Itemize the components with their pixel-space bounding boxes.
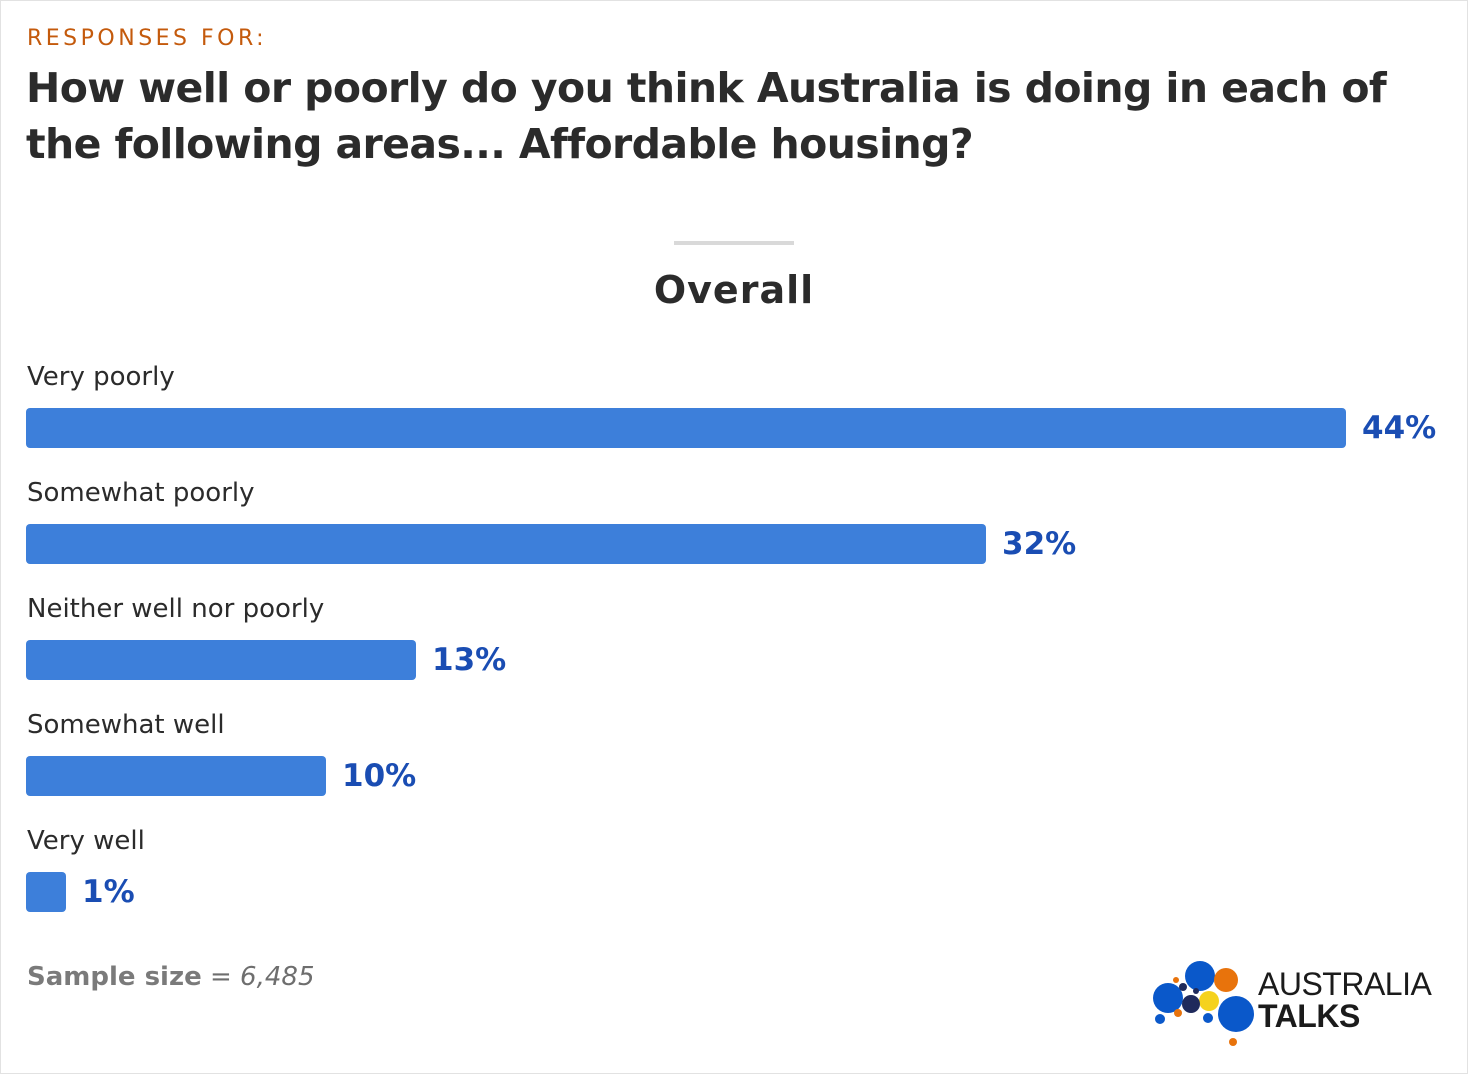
logo-dot [1218, 996, 1254, 1032]
logo-dot [1174, 1009, 1182, 1017]
logo-dot [1179, 983, 1187, 991]
bar-row: Very poorly 44% [26, 360, 1446, 476]
bar-row: Very well 1% [26, 824, 1446, 940]
bar [26, 408, 1346, 448]
logo-dot [1214, 968, 1238, 992]
logo-line2: TALKS [1258, 998, 1360, 1034]
logo-dots-icon [1153, 961, 1254, 1046]
value-label: 10% [342, 758, 417, 794]
bar [26, 524, 986, 564]
logo-dot [1229, 1038, 1237, 1046]
logo-dot [1155, 1014, 1165, 1024]
logo-line1: AUSTRALIA [1258, 966, 1432, 1002]
category-label: Somewhat poorly [27, 478, 255, 508]
bar-row: Neither well nor poorly 13% [26, 592, 1446, 708]
logo-dot [1173, 977, 1179, 983]
category-label: Somewhat well [27, 710, 225, 740]
category-label: Neither well nor poorly [27, 594, 325, 624]
category-label: Very well [27, 826, 145, 856]
logo-dot [1182, 995, 1200, 1013]
australia-talks-logo: AUSTRALIA TALKS [1150, 958, 1450, 1050]
logo-dot [1185, 961, 1215, 991]
bar [26, 640, 416, 680]
bar [26, 756, 326, 796]
value-label: 32% [1002, 526, 1077, 562]
sample-size: Sample size = 6,485 [27, 962, 314, 992]
chart-subtitle: Overall [653, 268, 815, 312]
value-label: 1% [82, 874, 135, 910]
section-divider [674, 241, 794, 245]
bar-row: Somewhat poorly 32% [26, 476, 1446, 592]
value-label: 13% [432, 642, 507, 678]
sample-size-value: = 6,485 [210, 962, 315, 992]
logo-dot [1203, 1013, 1213, 1023]
value-label: 44% [1362, 410, 1437, 446]
logo-dot [1199, 991, 1219, 1011]
category-label: Very poorly [27, 362, 175, 392]
bar-row: Somewhat well 10% [26, 708, 1446, 824]
kicker-label: RESPONSES FOR: [27, 26, 268, 51]
logo-dot [1193, 988, 1199, 994]
logo-dot [1153, 983, 1183, 1013]
sample-size-label: Sample size [27, 962, 202, 992]
chart-question-title: How well or poorly do you think Australi… [26, 64, 1387, 168]
logo-wordmark: AUSTRALIA TALKS [1258, 966, 1432, 1034]
bar [26, 872, 66, 912]
